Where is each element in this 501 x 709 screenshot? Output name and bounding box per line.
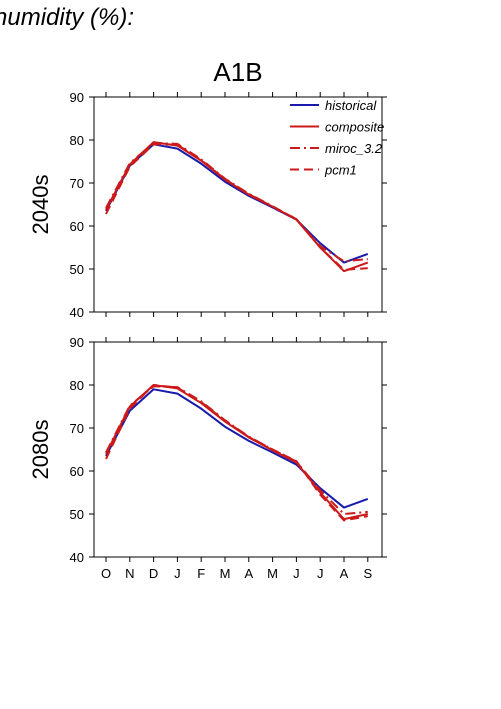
- y-tick-label: 60: [70, 219, 84, 234]
- x-tick-label: J: [317, 566, 324, 581]
- y-tick-label: 40: [70, 305, 84, 320]
- row-label-2040s: 2040s: [28, 175, 53, 235]
- x-tick-label: A: [340, 566, 349, 581]
- series-line-pcm1: [105, 384, 368, 522]
- x-tick-label: M: [267, 566, 278, 581]
- y-tick-label: 90: [70, 90, 84, 105]
- x-tick-label: M: [220, 566, 231, 581]
- x-tick-label: A: [244, 566, 253, 581]
- legend-label-composite: composite: [325, 120, 384, 135]
- page-heading: humidity (%):: [0, 4, 135, 31]
- series-line-pcm1: [105, 143, 368, 271]
- y-tick-label: 80: [70, 133, 84, 148]
- legend-label-pcm1: pcm1: [324, 163, 357, 178]
- series-line-composite: [105, 141, 369, 273]
- x-tick-label: F: [197, 566, 205, 581]
- chart-title: A1B: [213, 57, 262, 87]
- x-tick-label: D: [149, 566, 158, 581]
- legend-label-historical: historical: [325, 98, 377, 113]
- row-label-2080s: 2080s: [28, 420, 53, 480]
- series-line-miroc-3-2: [105, 142, 368, 263]
- y-tick-label: 60: [70, 464, 84, 479]
- y-tick-label: 50: [70, 507, 84, 522]
- series-line-historical: [105, 143, 369, 264]
- plot-frame-2040s: [93, 96, 383, 313]
- x-tick-label: O: [101, 566, 111, 581]
- y-tick-label: 70: [70, 421, 84, 436]
- y-tick-label: 40: [70, 550, 84, 565]
- series-line-historical: [105, 388, 369, 509]
- y-tick-label: 50: [70, 262, 84, 277]
- x-tick-label: S: [363, 566, 372, 581]
- x-tick-label: N: [125, 566, 134, 581]
- y-tick-label: 90: [70, 335, 84, 350]
- legend-label-miroc-3-2: miroc_3.2: [325, 141, 383, 156]
- x-tick-label: J: [174, 566, 181, 581]
- y-tick-label: 70: [70, 176, 84, 191]
- x-tick-label: J: [293, 566, 300, 581]
- series-line-composite: [105, 384, 369, 521]
- y-tick-label: 80: [70, 378, 84, 393]
- plot-frame-2080s: [93, 341, 383, 558]
